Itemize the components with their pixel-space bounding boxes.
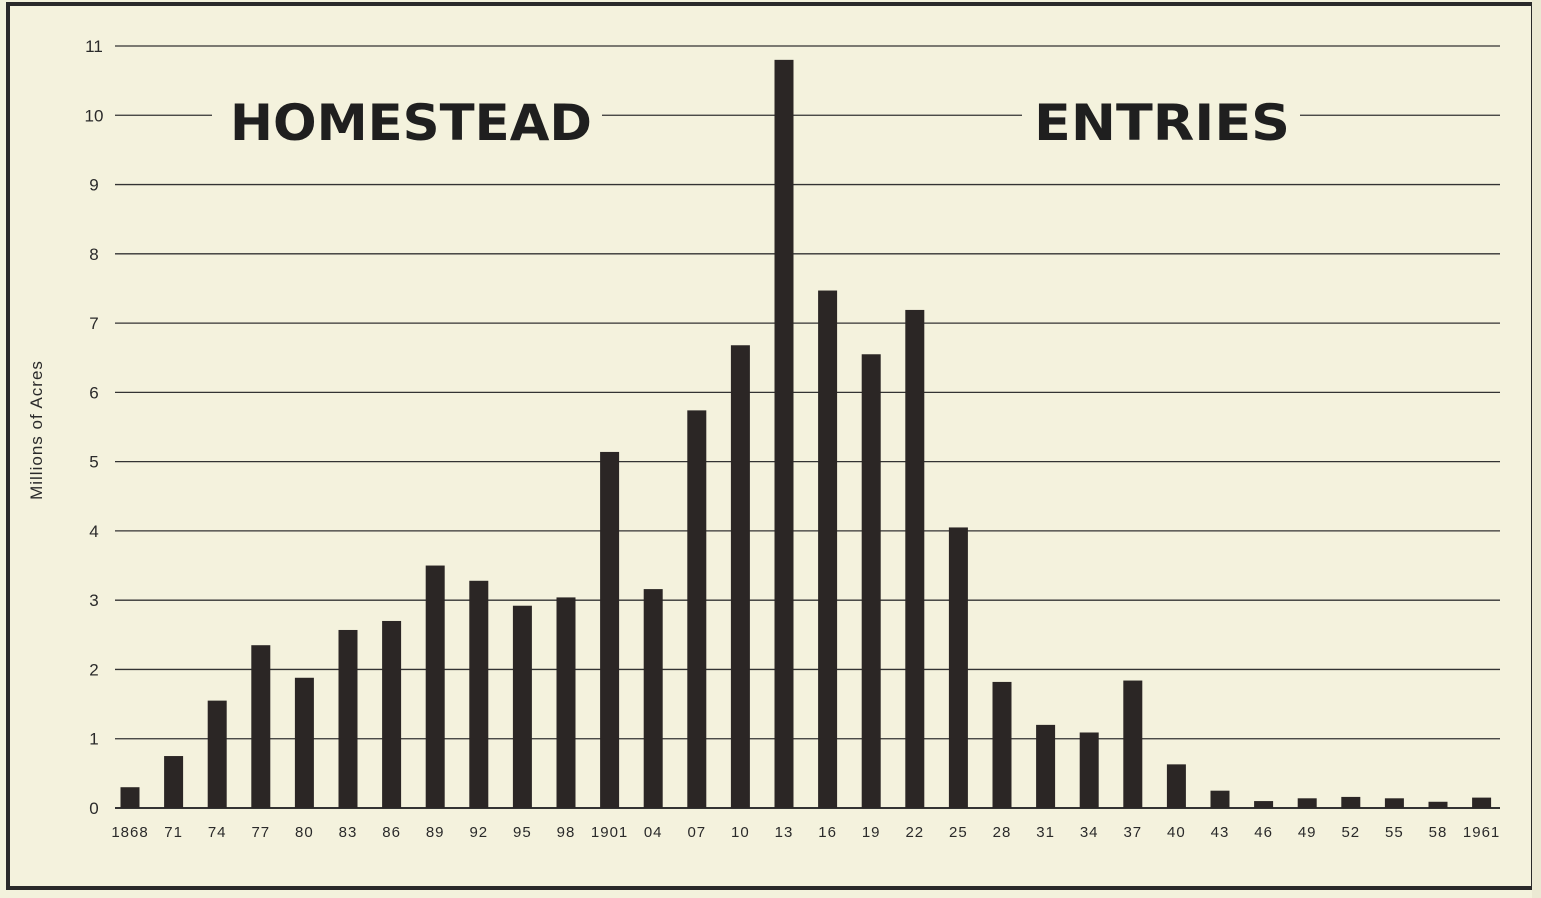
bar-1868: [120, 787, 140, 808]
x-tick-label: 19: [862, 824, 881, 841]
chart-title-right: ENTRIES: [1034, 94, 1290, 152]
x-tick-label: 83: [339, 824, 358, 841]
x-tick-label: 07: [687, 824, 706, 841]
bar-89: [425, 565, 445, 808]
bar-43: [1210, 790, 1230, 808]
x-tick-label: 31: [1036, 824, 1055, 841]
x-tick-label: 52: [1341, 824, 1360, 841]
y-tick-label: 8: [89, 245, 98, 264]
bar-80: [294, 677, 314, 808]
x-tick-label: 1961: [1463, 824, 1500, 841]
x-tick-label: 37: [1123, 824, 1142, 841]
bar-71: [164, 756, 184, 808]
y-tick-label: 4: [89, 522, 98, 541]
x-tick-label: 22: [905, 824, 924, 841]
y-tick-label: 2: [89, 660, 98, 679]
title-left-backdrop: [212, 86, 602, 152]
bar-07: [687, 410, 707, 808]
x-tick-label: 89: [426, 824, 445, 841]
bar-28: [992, 681, 1012, 808]
x-tick-label: 49: [1298, 824, 1317, 841]
bar-86: [382, 620, 402, 808]
bar-92: [469, 580, 489, 808]
x-tick-label: 80: [295, 824, 314, 841]
y-axis-ticks: 0 1 2 3 4 5 6 7 8 9 10 11: [85, 37, 104, 818]
bar-58: [1428, 801, 1448, 808]
bar-10: [730, 345, 750, 808]
x-tick-label: 43: [1211, 824, 1230, 841]
x-axis-ticks: 1868 71 74 77 80 83 86 89 92 95 98 1901 04 07 10 13 16 19…: [111, 824, 1500, 841]
bar-83: [338, 629, 358, 808]
bar-98: [556, 597, 576, 808]
bar-25: [948, 527, 968, 808]
y-tick-label: 6: [89, 383, 98, 402]
x-tick-label: 40: [1167, 824, 1186, 841]
x-tick-label: 92: [469, 824, 488, 841]
bar-1961: [1472, 797, 1492, 808]
bar-31: [1036, 724, 1056, 808]
y-tick-label: 7: [89, 314, 98, 333]
y-tick-label: 10: [85, 106, 104, 125]
gridlines: [115, 45, 1500, 809]
y-axis-label: Millions of Acres: [27, 360, 46, 500]
x-tick-label: 13: [775, 824, 794, 841]
bar-46: [1254, 801, 1274, 808]
y-tick-label: 1: [89, 730, 98, 749]
bar-49: [1297, 798, 1317, 808]
bar-55: [1384, 798, 1404, 808]
bars: [120, 59, 1492, 808]
y-tick-label: 9: [89, 176, 98, 195]
x-tick-label: 25: [949, 824, 968, 841]
x-tick-label: 71: [164, 824, 183, 841]
x-tick-label: 74: [208, 824, 227, 841]
x-tick-label: 16: [818, 824, 837, 841]
x-tick-label: 46: [1254, 824, 1273, 841]
x-tick-label: 86: [382, 824, 401, 841]
y-tick-label: 0: [89, 799, 98, 818]
x-tick-label: 98: [557, 824, 576, 841]
bar-22: [905, 309, 925, 808]
bar-19: [861, 354, 881, 808]
bar-74: [207, 700, 227, 808]
y-tick-label: 3: [89, 591, 98, 610]
x-tick-label: 10: [731, 824, 750, 841]
bar-34: [1079, 732, 1099, 808]
y-tick-label: 5: [89, 453, 98, 472]
x-tick-label: 77: [251, 824, 270, 841]
x-tick-label: 95: [513, 824, 532, 841]
x-tick-label: 58: [1429, 824, 1448, 841]
x-tick-label: 1901: [591, 824, 628, 841]
bar-95: [512, 605, 532, 808]
title-right-backdrop: [1022, 86, 1300, 152]
bar-13: [774, 59, 794, 808]
x-tick-label: 04: [644, 824, 663, 841]
x-tick-label: 34: [1080, 824, 1099, 841]
bar-04: [643, 589, 663, 808]
y-tick-label: 11: [85, 37, 103, 56]
bar-16: [818, 290, 838, 808]
bar-40: [1166, 764, 1186, 808]
bar-1901: [600, 451, 620, 808]
x-tick-label: 1868: [111, 824, 148, 841]
bar-52: [1341, 796, 1361, 808]
bar-37: [1123, 680, 1143, 808]
x-tick-label: 28: [993, 824, 1012, 841]
chart-title-left: HOMESTEAD: [230, 94, 592, 152]
bar-77: [251, 645, 271, 808]
page-edge: [1532, 0, 1541, 898]
x-tick-label: 55: [1385, 824, 1404, 841]
